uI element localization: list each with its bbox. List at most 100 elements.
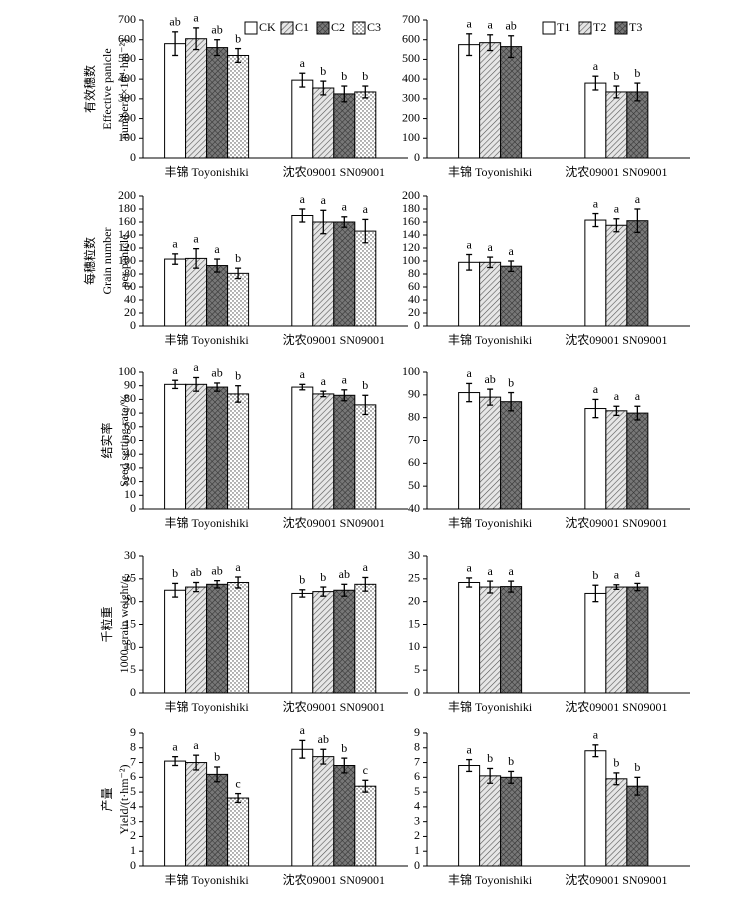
y-tick-label: 60: [124, 419, 136, 433]
significance-label: a: [300, 723, 306, 737]
bar: [626, 785, 649, 867]
bar: [626, 91, 649, 159]
error-bar: [487, 580, 494, 594]
y-tick-label: 20: [408, 305, 420, 319]
bar: [164, 43, 187, 159]
error-bar: [193, 376, 200, 392]
x-tick-label: 丰锦 Toyonishiki: [448, 516, 533, 530]
y-tick-label: 100: [118, 364, 136, 378]
y-tick-label: 80: [408, 409, 420, 423]
error-bar: [466, 33, 473, 57]
error-bar: [362, 85, 369, 99]
x-tick-label: 丰锦 Toyonishiki: [448, 333, 533, 347]
y-tick-label: 0: [414, 685, 420, 699]
bar: [354, 230, 377, 327]
y-tick-label: 4: [414, 799, 420, 813]
significance-label: c: [235, 776, 240, 790]
bar: [227, 581, 250, 694]
y-tick-label: 140: [118, 227, 136, 241]
y-tick-label: 15: [408, 616, 420, 630]
y-tick-label: 30: [408, 548, 420, 562]
error-bar: [341, 216, 348, 228]
error-bar: [172, 755, 179, 767]
bar: [584, 82, 607, 159]
y-tick-label: 7: [414, 754, 420, 768]
error-bar: [299, 72, 306, 88]
bar: [479, 42, 502, 159]
x-tick-label: 丰锦 Toyonishiki: [448, 873, 533, 887]
significance-label: b: [592, 568, 598, 582]
y-tick-label: 80: [124, 391, 136, 405]
y-tick-label: 80: [124, 266, 136, 280]
significance-label: b: [214, 750, 220, 764]
significance-label: ab: [318, 732, 329, 746]
y-tick-label: 6: [130, 769, 136, 783]
error-bar: [193, 247, 200, 269]
significance-label: a: [466, 742, 472, 756]
significance-label: a: [193, 231, 199, 245]
error-bar: [592, 584, 599, 603]
x-tick-label: 丰锦 Toyonishiki: [165, 516, 250, 530]
error-bar: [487, 767, 494, 784]
y-axis-label: Seed setting rate/%: [117, 394, 131, 487]
y-tick-label: 100: [402, 364, 420, 378]
error-bar: [320, 586, 327, 597]
y-tick-label: 140: [402, 227, 420, 241]
y-tick-label: 0: [130, 150, 136, 164]
y-axis-label: Grain number: [100, 228, 114, 295]
significance-label: b: [320, 64, 326, 78]
significance-label: b: [508, 754, 514, 768]
error-bar: [613, 584, 620, 590]
legend-label: T3: [629, 20, 642, 34]
y-tick-label: 0: [130, 501, 136, 515]
bar: [291, 748, 314, 867]
x-tick-label: 沈农09001 SN09001: [283, 699, 385, 714]
bar: [206, 265, 229, 327]
significance-label: a: [300, 367, 306, 381]
x-tick-label: 丰锦 Toyonishiki: [165, 873, 250, 887]
bar: [458, 261, 481, 327]
y-axis-label: number/(×10⁴·hm⁻²): [117, 39, 131, 139]
y-tick-label: 5: [130, 662, 136, 676]
y-axis-label: Effective panicle: [100, 48, 114, 129]
y-tick-label: 120: [402, 240, 420, 254]
y-tick-label: 0: [130, 318, 136, 332]
legend-swatch: [578, 21, 592, 35]
x-tick-label: 沈农09001 SN09001: [565, 699, 667, 714]
significance-label: b: [341, 741, 347, 755]
bar: [291, 386, 314, 510]
y-tick-label: 40: [124, 446, 136, 460]
y-tick-label: 70: [408, 432, 420, 446]
significance-label: a: [466, 561, 472, 575]
y-axis-label: 结实率: [99, 422, 114, 458]
significance-label: b: [362, 378, 368, 392]
error-bar: [299, 589, 306, 598]
y-tick-label: 5: [414, 784, 420, 798]
bar: [458, 581, 481, 694]
legend-label: C2: [331, 20, 345, 34]
y-tick-label: 8: [414, 740, 420, 754]
bar: [479, 396, 502, 510]
significance-label: a: [593, 382, 599, 396]
error-bar: [320, 748, 327, 765]
significance-label: ab: [169, 15, 180, 29]
bar: [584, 408, 607, 510]
y-axis-label: 1000-grain weight/g: [117, 576, 131, 674]
y-tick-label: 30: [124, 460, 136, 474]
x-tick-label: 沈农09001 SN09001: [283, 515, 385, 530]
bar: [605, 778, 628, 867]
error-bar: [193, 27, 200, 51]
y-tick-label: 4: [130, 799, 136, 813]
significance-label: a: [172, 237, 178, 251]
error-bar: [592, 75, 599, 91]
y-tick-label: 25: [408, 571, 420, 585]
bar: [206, 583, 229, 694]
y-axis-label: 每穗粒数: [82, 237, 97, 285]
significance-label: b: [299, 573, 305, 587]
bar: [354, 583, 377, 694]
significance-label: a: [300, 56, 306, 70]
significance-label: ab: [211, 563, 222, 577]
x-tick-label: 沈农09001 SN09001: [565, 332, 667, 347]
y-tick-label: 500: [118, 51, 136, 65]
